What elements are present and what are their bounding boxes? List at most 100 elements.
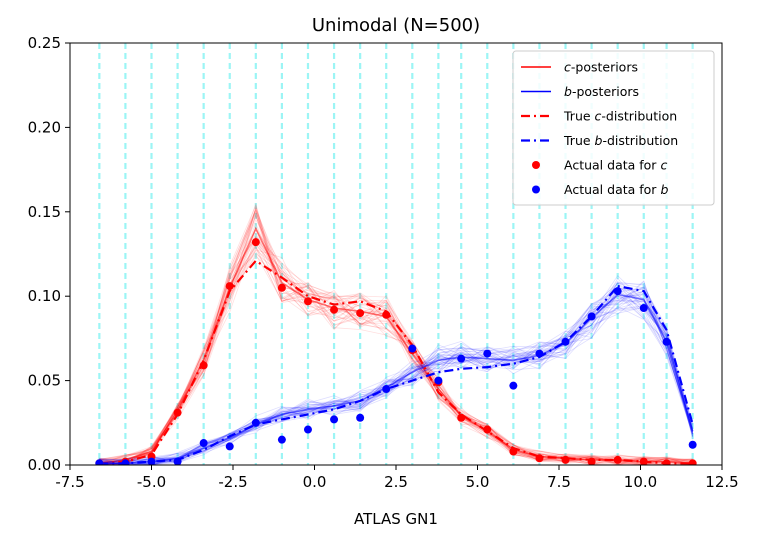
- Actual data for c-point-11: [382, 310, 391, 319]
- Actual data for b-point-2: [147, 457, 156, 465]
- c-posteriors-sample-line: [99, 236, 693, 465]
- c-posteriors-sample-line: [99, 236, 693, 465]
- b-posteriors-sample-line: [99, 290, 694, 465]
- legend-swatch: [532, 185, 540, 194]
- Actual data for b-point-7: [277, 435, 286, 444]
- Actual data for b-point-17: [535, 349, 544, 358]
- Actual data for b-point-14: [457, 354, 466, 363]
- c-posteriors-sample-line: [99, 249, 693, 465]
- c-posteriors-sample-line: [99, 237, 693, 464]
- Actual data for c-point-21: [639, 457, 648, 465]
- Actual data for c-point-17: [535, 454, 544, 463]
- x-tick-label: -5.0: [137, 473, 166, 491]
- b-posteriors-sample-line: [99, 286, 694, 465]
- b-posteriors-sample-line: [99, 295, 694, 465]
- legend-label: True c-distribution: [563, 109, 677, 124]
- y-tick-label: 0.25: [28, 34, 61, 52]
- Actual data for b-point-18: [561, 337, 570, 346]
- Actual data for c-point-6: [251, 238, 260, 247]
- b-posteriors-sample-line: [99, 292, 694, 465]
- x-tick-label: -2.5: [218, 473, 247, 491]
- Actual data for c-point-23: [688, 459, 697, 465]
- b-posteriors-samples: [99, 275, 694, 465]
- b-posteriors-sample-line: [99, 292, 694, 465]
- Actual data for c-point-8: [303, 297, 312, 306]
- True c-distribution-line: [99, 259, 693, 465]
- chart-title: Unimodal (N=500): [312, 15, 480, 36]
- Actual data for b-point-10: [356, 413, 365, 422]
- bin-boundary-lines: [98, 43, 694, 465]
- c-posteriors-sample-line: [99, 246, 693, 465]
- legend-item-b-posteriors: b-posteriors: [521, 84, 639, 99]
- c-posteriors-sample-line: [99, 235, 693, 465]
- Actual data for c-point-22: [662, 459, 671, 465]
- legend-label: True b-distribution: [563, 133, 678, 148]
- b-posteriors-mean-line: [99, 293, 694, 465]
- b-posteriors-sample-line: [99, 287, 694, 465]
- c-posteriors-sample-line: [99, 229, 693, 465]
- posterior-bands: [99, 202, 694, 465]
- c-posteriors-sample-line: [99, 226, 693, 465]
- y-tick-label: 0.05: [28, 372, 61, 390]
- Actual data for b-point-11: [382, 385, 391, 394]
- legend: c-posteriors b-posteriors True c-distribut…: [512, 50, 715, 206]
- c-posteriors-sample-line: [99, 245, 693, 465]
- Actual data for b-point-12: [408, 344, 417, 353]
- c-posteriors-sample-line: [99, 241, 693, 465]
- c-posteriors-sample-line: [99, 247, 693, 465]
- c-posteriors-sample-line: [99, 253, 693, 465]
- c-posteriors-sample-line: [99, 218, 693, 465]
- Actual data for c-point-18: [561, 455, 570, 464]
- Actual data for b-point-1: [121, 459, 130, 465]
- c-posteriors-sample-line: [99, 211, 693, 465]
- b-posteriors-sample-line: [99, 275, 694, 465]
- b-posteriors-sample-line: [99, 288, 694, 465]
- c-posteriors-sample-line: [99, 208, 693, 465]
- c-posteriors-sample-line: [99, 215, 693, 465]
- y-tick-label: 0.20: [28, 118, 61, 136]
- legend-label: Actual data for b: [564, 182, 668, 197]
- y-tick-label: 0.15: [28, 203, 61, 221]
- true-distribution-lines: [99, 259, 694, 465]
- c-posteriors-sample-line: [99, 206, 693, 465]
- legend-item-Actual data for c: Actual data for c: [532, 158, 667, 173]
- c-posteriors-samples: [99, 202, 693, 465]
- y-axis: 0.00 0.05 0.10 0.15 0.20 0.25: [28, 34, 70, 474]
- c-posteriors-sample-line: [99, 236, 693, 465]
- Actual data for c-point-9: [330, 305, 339, 314]
- legend-swatch: [532, 161, 540, 169]
- c-posteriors-sample-line: [99, 208, 693, 464]
- Actual data for c-point-3: [173, 408, 182, 417]
- c-posteriors-sample-line: [99, 255, 693, 465]
- c-posteriors-sample-line: [99, 208, 693, 465]
- b-posteriors-sample-line: [99, 283, 694, 463]
- Actual data for b-point-6: [251, 418, 260, 427]
- Actual data for b-point-13: [434, 376, 443, 385]
- b-posteriors-sample-line: [99, 283, 694, 465]
- legend-item-c-posteriors: c-posteriors: [521, 60, 638, 75]
- Actual data for b-point-3: [173, 457, 182, 465]
- x-tick-label: -7.5: [55, 473, 84, 491]
- Actual data for b-point-23: [688, 440, 697, 449]
- legend-label: Actual data for c: [564, 158, 667, 173]
- c-posteriors-sample-line: [99, 243, 693, 465]
- c-posteriors-sample-line: [99, 209, 693, 465]
- x-tick-label: 10.0: [624, 473, 657, 491]
- Actual data for b-point-16: [509, 381, 518, 390]
- c-posteriors-mean-line: [99, 226, 693, 465]
- legend-label: c-posteriors: [564, 60, 638, 75]
- Actual data for b-point-5: [225, 442, 234, 451]
- b-posteriors-sample-line: [99, 288, 694, 465]
- b-posteriors-sample-line: [99, 293, 694, 465]
- Actual data for b-point-0: [95, 459, 104, 465]
- legend-item-Actual data for b: Actual data for b: [532, 182, 668, 197]
- b-posteriors-sample-line: [99, 280, 694, 461]
- Actual data for b-point-19: [587, 312, 596, 321]
- b-posteriors-sample-line: [99, 286, 694, 465]
- y-tick-label: 0.00: [28, 456, 61, 474]
- b-posteriors-sample-line: [99, 306, 694, 465]
- c-posteriors-sample-line: [99, 232, 693, 465]
- Actual data for c-point-19: [587, 457, 596, 465]
- c-posteriors-sample-line: [99, 222, 693, 465]
